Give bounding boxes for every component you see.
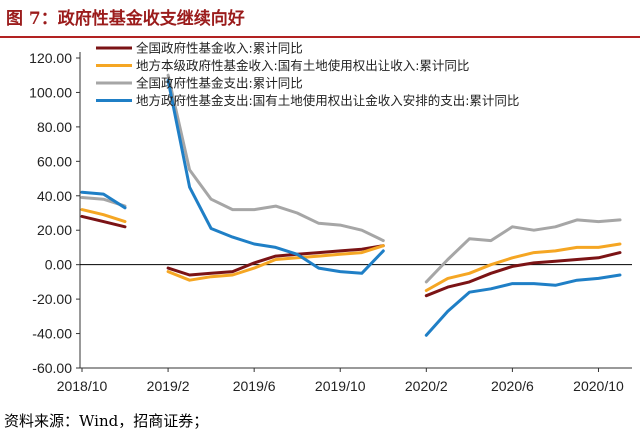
x-tick-label: 2019/6 [233,378,276,394]
x-tick-label: 2019/2 [147,378,190,394]
y-tick-label: 100.00 [29,84,72,100]
legend-label-1: 全国政府性基金收入:累计同比 [136,41,303,56]
y-tick-label: 0.00 [45,257,72,273]
y-tick-label: 60.00 [37,153,72,169]
y-tick-label: 40.00 [37,188,72,204]
y-tick-label: 80.00 [37,119,72,135]
y-tick-label: -40.00 [32,326,72,342]
source-note: 资料来源：Wind，招商证券； [4,412,209,430]
x-tick-label: 2020/6 [491,378,534,394]
series-line-4 [80,78,622,337]
x-tick-label: 2019/10 [315,378,366,394]
y-tick-label: 120.00 [29,50,72,66]
series-line-2 [80,208,622,292]
x-tick-label: 2018/10 [57,378,108,394]
legend-label-3: 全国政府性基金支出:累计同比 [136,76,303,91]
title-rule [0,36,640,38]
legend-label-2: 地方本级政府性基金收入:国有土地使用权出让收入:累计同比 [136,58,469,73]
series-layer [80,73,622,337]
axis-layer: -60.00 -40.00 -20.00 0.00 20.00 40.00 60.00 80.… [29,50,632,394]
figure-title: 图 7：政府性基金收支继续向好 [6,9,245,29]
y-tick-label: 20.00 [37,222,72,238]
series-line-1 [80,214,622,298]
y-tick-label: -20.00 [32,291,72,307]
y-tick-label: -60.00 [32,360,72,376]
legend-label-4: 地方政府性基金支出:国有土地使用权出让金收入安排的支出:累计同比 [136,93,519,108]
x-tick-label: 2020/10 [573,378,624,394]
legend: 全国政府性基金收入:累计同比地方本级政府性基金收入:国有土地使用权出让收入:累计… [96,41,519,108]
x-tick-label: 2020/2 [405,378,448,394]
